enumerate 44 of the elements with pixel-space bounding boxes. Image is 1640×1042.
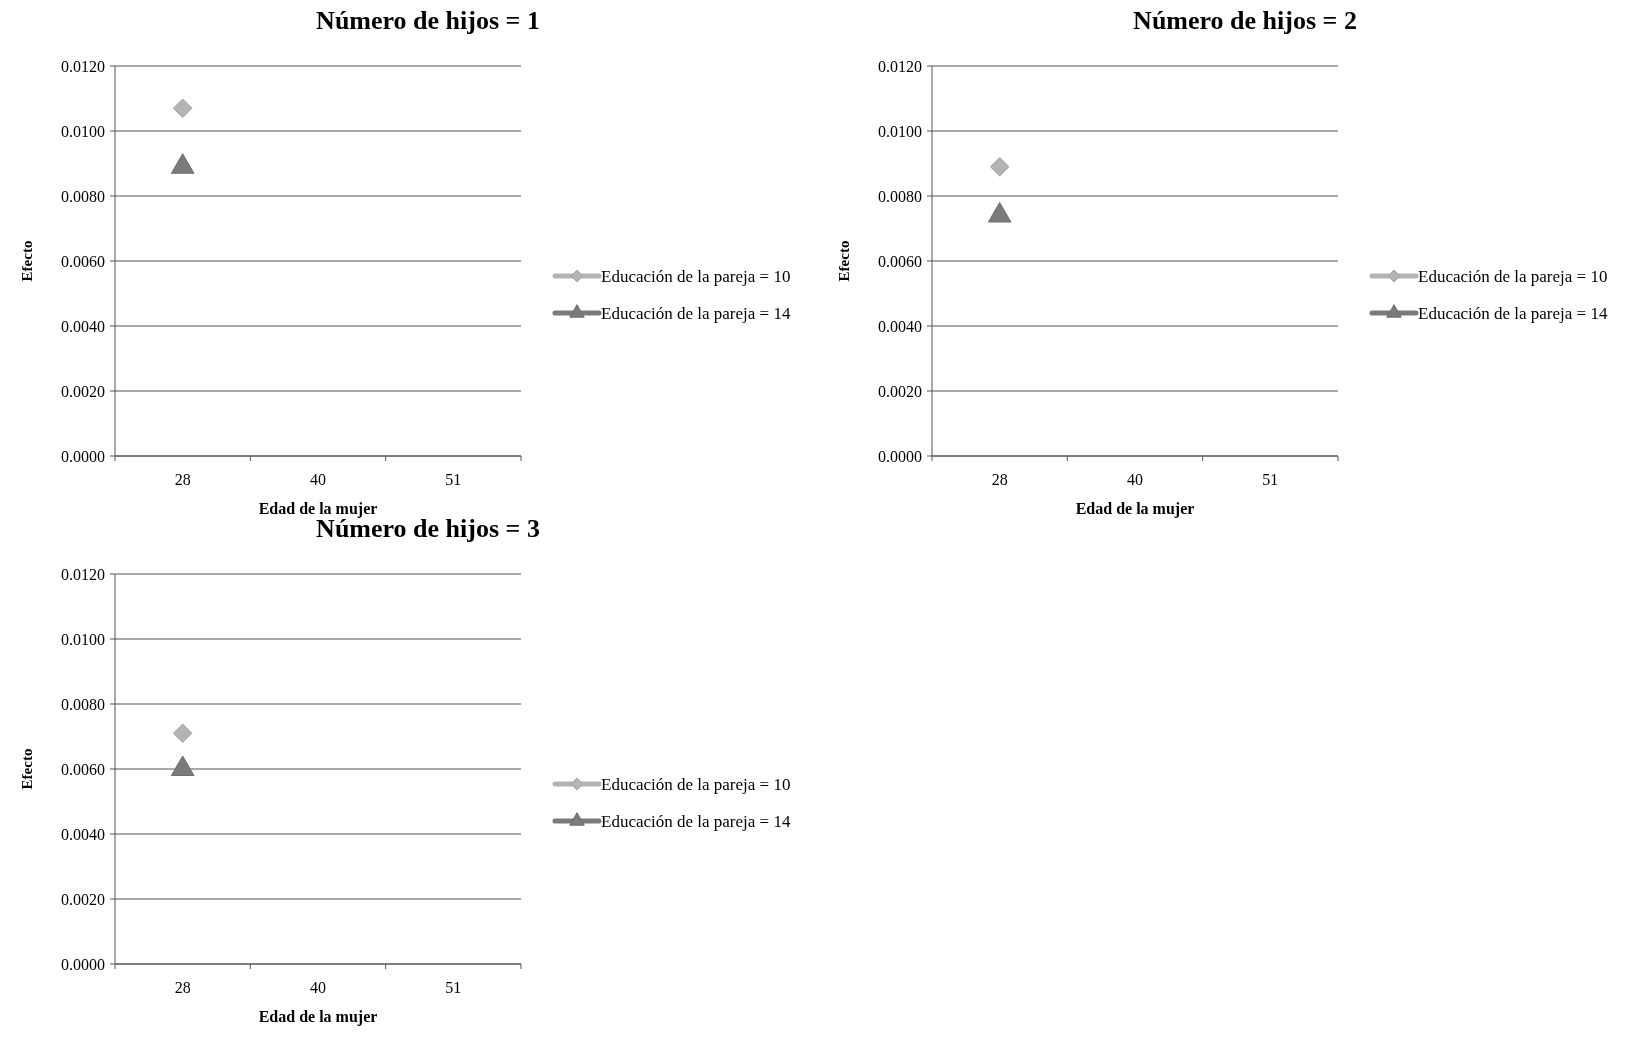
y-axis-title: Efecto [836, 240, 852, 282]
y-tick-label: 0.0000 [61, 447, 105, 465]
y-tick-label: 0.0080 [878, 187, 922, 205]
legend-label: Educación de la pareja = 10 [601, 266, 791, 286]
chart-title: Número de hijos = 1 [316, 6, 540, 35]
y-tick-label: 0.0020 [878, 382, 922, 400]
y-axis-title: Efecto [19, 748, 35, 790]
x-tick-label: 51 [445, 471, 462, 488]
y-tick-label: 0.0120 [61, 565, 105, 583]
legend-label: Educación de la pareja = 14 [601, 811, 791, 831]
y-tick-label: 0.0040 [61, 825, 105, 843]
y-tick-label: 0.0100 [61, 630, 105, 648]
y-tick-label: 0.0000 [878, 447, 922, 465]
x-tick-label: 40 [310, 979, 326, 996]
y-tick-label: 0.0100 [61, 122, 105, 140]
y-tick-label: 0.0120 [878, 57, 922, 75]
y-tick-label: 0.0060 [878, 252, 922, 270]
y-tick-label: 0.0040 [61, 317, 105, 335]
y-tick-label: 0.0080 [61, 695, 105, 713]
y-tick-label: 0.0100 [878, 122, 922, 140]
y-tick-label: 0.0000 [61, 955, 105, 973]
x-axis-title: Edad de la mujer [258, 1008, 378, 1026]
x-tick-label: 28 [174, 979, 191, 996]
x-tick-label: 40 [1127, 471, 1143, 488]
x-tick-label: 51 [1262, 471, 1279, 488]
y-tick-label: 0.0120 [61, 57, 105, 75]
x-tick-label: 28 [174, 471, 191, 488]
legend-label: Educación de la pareja = 14 [601, 303, 791, 323]
legend-label: Educación de la pareja = 10 [601, 774, 791, 794]
x-axis-title: Edad de la mujer [1075, 500, 1195, 518]
y-tick-label: 0.0040 [878, 317, 922, 335]
x-axis-title: Edad de la mujer [258, 500, 378, 518]
y-tick-label: 0.0080 [61, 187, 105, 205]
y-tick-label: 0.0020 [61, 890, 105, 908]
x-tick-label: 40 [310, 471, 326, 488]
x-tick-label: 51 [445, 979, 462, 996]
y-tick-label: 0.0020 [61, 382, 105, 400]
x-tick-label: 28 [991, 471, 1008, 488]
legend-label: Educación de la pareja = 14 [1418, 303, 1608, 323]
y-tick-label: 0.0060 [61, 760, 105, 778]
y-tick-label: 0.0060 [61, 252, 105, 270]
y-axis-title: Efecto [19, 240, 35, 282]
chart-title: Número de hijos = 2 [1133, 6, 1357, 35]
legend-label: Educación de la pareja = 10 [1418, 266, 1608, 286]
